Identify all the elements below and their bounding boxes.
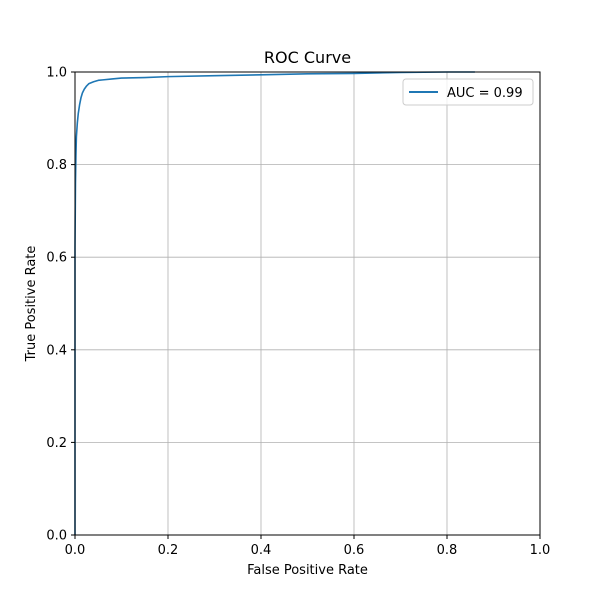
y-tick-label: 1.0 xyxy=(46,66,67,81)
x-axis-title: False Positive Rate xyxy=(247,563,368,578)
y-axis-title: True Positive Rate xyxy=(24,246,39,363)
chart-title: ROC Curve xyxy=(264,48,351,67)
x-tick-label: 0.4 xyxy=(251,543,272,558)
axes-frame xyxy=(74,71,541,536)
curve-layer xyxy=(74,71,475,535)
y-tick-label: 0.8 xyxy=(46,158,67,173)
legend-box xyxy=(402,78,534,106)
y-tick-label: 0.4 xyxy=(46,343,67,358)
y-tick-label: 0.6 xyxy=(46,251,67,266)
x-tick-label: 0.2 xyxy=(158,543,179,558)
legend-label: AUC = 0.99 xyxy=(447,86,523,101)
x-tick-label: 0.6 xyxy=(344,543,365,558)
y-tick-label: 0.2 xyxy=(46,436,67,451)
legend: AUC = 0.99 xyxy=(402,78,534,106)
roc-curve-line xyxy=(74,71,475,535)
tick-layer: 0.0 0.2 0.4 0.6 0.8 1.0 0.0 0.2 0.4 0.6 0.8 1.0 xyxy=(46,66,550,559)
y-tick-label: 0.0 xyxy=(46,529,67,544)
x-tick-label: 0.8 xyxy=(437,543,458,558)
x-tick-label: 1.0 xyxy=(530,543,551,558)
x-tick-label: 0.0 xyxy=(65,543,86,558)
grid-layer xyxy=(74,71,541,536)
